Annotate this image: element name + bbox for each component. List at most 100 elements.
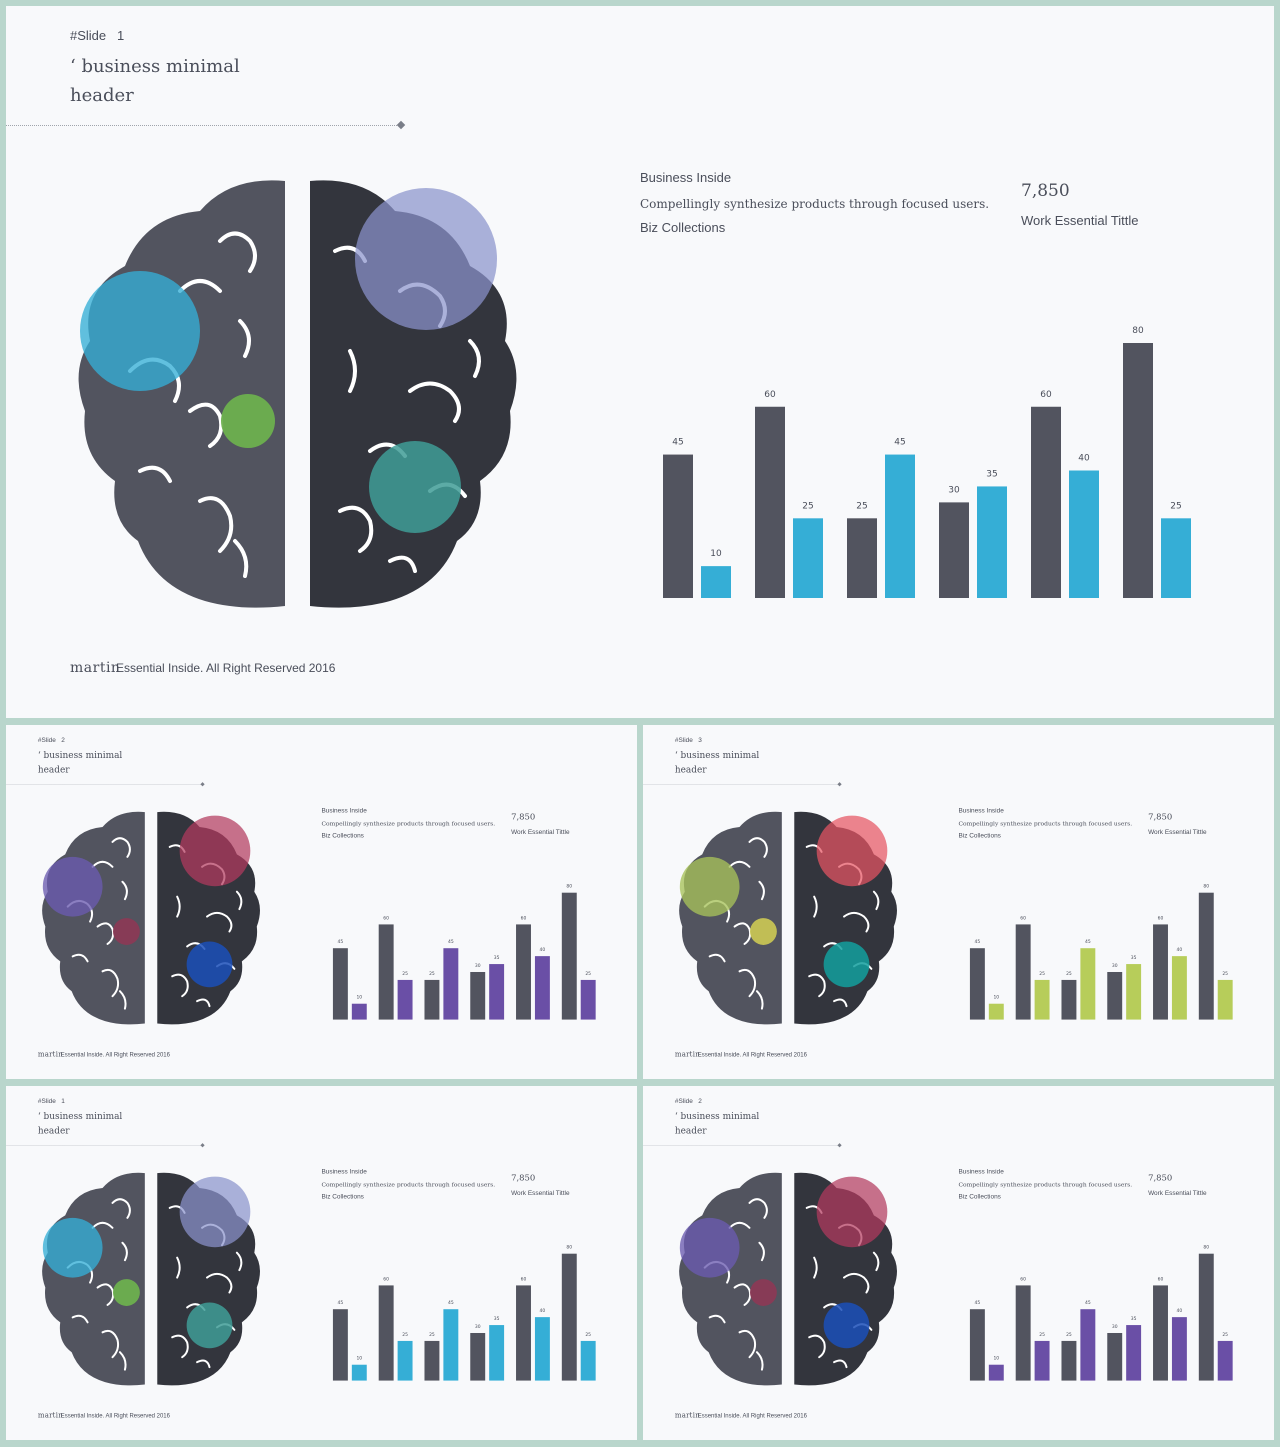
bar-label-s2-3: 45 bbox=[894, 438, 905, 448]
footer-brand: martin bbox=[37, 1411, 63, 1420]
bar-s1-2 bbox=[755, 406, 785, 598]
stat-value: 7,850 bbox=[1148, 812, 1173, 823]
bar-s1-4 bbox=[470, 1332, 486, 1381]
bar-s2-6 bbox=[580, 979, 596, 1020]
bar-label-s2-4: 35 bbox=[494, 955, 500, 961]
bar-label-s1-1: 45 bbox=[338, 939, 344, 945]
bar-s1-5 bbox=[516, 924, 531, 1020]
brain-circle-2 bbox=[179, 1176, 251, 1248]
stat-label: Work Essential Tittle bbox=[1148, 828, 1207, 836]
business-description: Compellingly synthesize products through… bbox=[321, 820, 496, 828]
slide-content: #Slide 1 ‘ business minimal header bbox=[6, 6, 1274, 718]
bar-label-s1-6: 80 bbox=[1203, 884, 1209, 890]
bar-s2-1 bbox=[351, 1364, 367, 1381]
header-divider bbox=[6, 125, 401, 126]
header-line-2: header bbox=[37, 764, 70, 775]
bar-s2-5 bbox=[534, 1317, 550, 1381]
footer-brand: martin bbox=[674, 1411, 700, 1420]
slide-number: #Slide 3 bbox=[674, 735, 702, 744]
bar-s2-2 bbox=[1034, 1340, 1050, 1381]
biz-collections-label: Biz Collections bbox=[958, 831, 1001, 839]
header-line-1: ‘ business minimal bbox=[37, 1110, 123, 1122]
brain-illustration bbox=[679, 811, 897, 1025]
bar-s1-6 bbox=[1123, 343, 1153, 598]
biz-collections-label: Biz Collections bbox=[958, 1192, 1001, 1200]
bar-label-s2-3: 45 bbox=[448, 939, 454, 945]
bar-label-s1-6: 80 bbox=[1203, 1245, 1209, 1251]
brain-circle-1 bbox=[42, 1217, 103, 1278]
business-title: Business Inside bbox=[321, 1167, 367, 1176]
bar-label-s2-2: 25 bbox=[1039, 1332, 1045, 1338]
bar-s1-5 bbox=[1153, 924, 1168, 1020]
biz-collections-label: Biz Collections bbox=[321, 831, 364, 839]
bar-label-s2-1: 10 bbox=[993, 995, 999, 1001]
bar-s2-3 bbox=[1080, 1309, 1096, 1381]
bar-s2-3 bbox=[443, 1309, 459, 1381]
bar-label-s1-3: 25 bbox=[856, 501, 867, 511]
bar-label-s2-1: 10 bbox=[356, 995, 362, 1001]
brain-circle-1 bbox=[80, 271, 200, 391]
bar-s2-1 bbox=[988, 1364, 1004, 1381]
bar-s2-4 bbox=[1126, 1325, 1142, 1381]
bar-s2-3 bbox=[885, 454, 915, 598]
bar-label-s2-6: 25 bbox=[1222, 971, 1228, 977]
bar-s1-5 bbox=[1153, 1285, 1168, 1381]
brain-circle-2 bbox=[816, 1176, 888, 1248]
bar-s2-5 bbox=[534, 956, 550, 1020]
bar-s1-5 bbox=[1031, 406, 1061, 598]
bar-s2-1 bbox=[701, 566, 731, 598]
stat-value: 7,850 bbox=[1021, 181, 1070, 201]
brain-illustration bbox=[42, 811, 260, 1025]
footer-text: Essential Inside. All Right Reserved 201… bbox=[60, 1050, 170, 1058]
slide-header: ‘ business minimal header bbox=[38, 748, 122, 777]
bar-s2-2 bbox=[1034, 979, 1050, 1020]
header-line-2: header bbox=[674, 1125, 707, 1136]
bar-s1-2 bbox=[1015, 1285, 1031, 1381]
slide-number: #Slide 2 bbox=[674, 1096, 702, 1105]
bar-label-s1-5: 60 bbox=[1158, 915, 1164, 921]
brain-folds bbox=[703, 837, 880, 1010]
bar-chart: 45 10 60 25 25 45 30 35 60 40 80 25 bbox=[969, 884, 1233, 1020]
slide-number: #Slide 1 bbox=[37, 1096, 65, 1105]
bar-label-s2-1: 10 bbox=[710, 549, 722, 559]
bar-label-s1-2: 60 bbox=[383, 915, 389, 921]
bar-s1-5 bbox=[516, 1285, 531, 1381]
stat-label: Work Essential Tittle bbox=[511, 1189, 570, 1197]
bar-label-s1-6: 80 bbox=[1132, 326, 1144, 336]
bar-s2-3 bbox=[1080, 948, 1096, 1020]
brain-circle-1 bbox=[42, 856, 103, 917]
business-description: Compellingly synthesize products through… bbox=[958, 820, 1133, 828]
bar-s2-1 bbox=[988, 1003, 1004, 1020]
business-description: Compellingly synthesize products through… bbox=[321, 1181, 496, 1189]
stat-value: 7,850 bbox=[511, 812, 536, 823]
header-line-2: header bbox=[37, 1125, 70, 1136]
bar-label-s2-5: 40 bbox=[1177, 947, 1183, 953]
bar-s1-6 bbox=[561, 892, 577, 1020]
slide-content: #Slide 2 ‘ business minimal header bbox=[6, 725, 637, 1079]
bar-s1-3 bbox=[424, 1340, 440, 1381]
divider-diamond-icon bbox=[200, 782, 205, 787]
slide-header: ‘ business minimal header bbox=[70, 52, 240, 110]
bar-s2-4 bbox=[489, 1325, 505, 1381]
brain-circle-3 bbox=[112, 918, 140, 945]
brain-circle-3 bbox=[749, 918, 777, 945]
bar-s1-3 bbox=[847, 518, 877, 598]
header-line-1: ‘ business minimal bbox=[70, 56, 240, 77]
bar-label-s2-4: 35 bbox=[986, 469, 997, 479]
brain-circle-4 bbox=[186, 1302, 233, 1349]
bar-label-s1-6: 80 bbox=[566, 884, 572, 890]
brain-circle-4 bbox=[823, 941, 870, 988]
bar-s1-1 bbox=[332, 948, 348, 1020]
bar-s1-4 bbox=[939, 502, 969, 598]
bar-label-s1-1: 45 bbox=[338, 1300, 344, 1306]
bar-s2-6 bbox=[1217, 979, 1233, 1020]
bar-label-s1-2: 60 bbox=[1020, 915, 1026, 921]
bar-chart: 45 10 60 25 25 45 30 35 60 40 80 25 bbox=[332, 1245, 596, 1381]
bar-s2-4 bbox=[489, 964, 505, 1020]
bar-s2-5 bbox=[1069, 470, 1099, 598]
biz-collections-label: Biz Collections bbox=[640, 220, 726, 235]
brain-circle-4 bbox=[186, 941, 233, 988]
business-description: Compellingly synthesize products through… bbox=[958, 1181, 1133, 1189]
bar-s1-1 bbox=[969, 948, 985, 1020]
bar-s1-2 bbox=[1015, 924, 1031, 1020]
